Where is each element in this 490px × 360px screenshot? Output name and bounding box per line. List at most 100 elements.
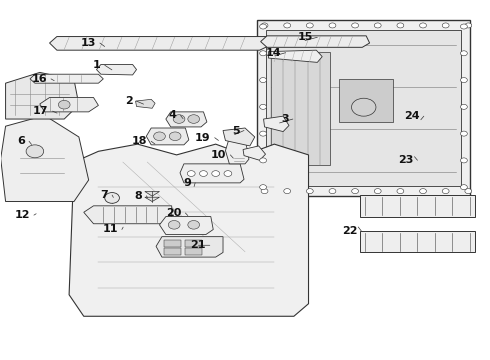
Circle shape xyxy=(261,23,268,28)
Polygon shape xyxy=(339,78,393,122)
Text: 6: 6 xyxy=(17,136,25,146)
Text: 12: 12 xyxy=(15,210,30,220)
Text: 5: 5 xyxy=(232,126,240,135)
Polygon shape xyxy=(156,237,223,257)
Circle shape xyxy=(306,23,313,28)
Polygon shape xyxy=(257,21,470,196)
Circle shape xyxy=(419,189,426,194)
Text: 13: 13 xyxy=(80,38,96,48)
Polygon shape xyxy=(136,99,155,108)
Circle shape xyxy=(169,132,181,140)
Circle shape xyxy=(105,193,120,203)
Text: 4: 4 xyxy=(169,111,176,121)
Circle shape xyxy=(461,51,467,56)
Circle shape xyxy=(260,158,267,163)
Polygon shape xyxy=(266,31,461,186)
Bar xyxy=(164,248,181,255)
Text: 7: 7 xyxy=(100,190,108,200)
Circle shape xyxy=(260,131,267,136)
Polygon shape xyxy=(145,197,159,202)
Polygon shape xyxy=(145,192,159,196)
Circle shape xyxy=(461,131,467,136)
Circle shape xyxy=(187,171,195,176)
Circle shape xyxy=(260,24,267,29)
Polygon shape xyxy=(166,112,207,127)
Polygon shape xyxy=(40,98,98,112)
Text: 20: 20 xyxy=(166,208,181,218)
Text: 1: 1 xyxy=(93,60,101,70)
Circle shape xyxy=(260,77,267,82)
Text: 17: 17 xyxy=(33,106,49,116)
Text: 8: 8 xyxy=(135,191,143,201)
Circle shape xyxy=(212,171,220,176)
Text: 22: 22 xyxy=(342,226,357,236)
Polygon shape xyxy=(243,146,266,160)
Polygon shape xyxy=(159,217,213,234)
Circle shape xyxy=(58,100,70,109)
Circle shape xyxy=(461,104,467,109)
Text: 9: 9 xyxy=(183,178,191,188)
Polygon shape xyxy=(264,116,289,132)
Polygon shape xyxy=(269,50,322,62)
Polygon shape xyxy=(0,116,89,202)
Circle shape xyxy=(329,23,336,28)
Text: 3: 3 xyxy=(281,114,289,124)
Polygon shape xyxy=(360,195,475,217)
Bar xyxy=(185,240,201,247)
Circle shape xyxy=(374,23,381,28)
Circle shape xyxy=(352,23,359,28)
Circle shape xyxy=(306,189,313,194)
Text: 19: 19 xyxy=(195,133,211,143)
Polygon shape xyxy=(84,206,172,224)
Circle shape xyxy=(465,23,472,28)
Circle shape xyxy=(461,24,467,29)
Text: 11: 11 xyxy=(102,225,118,234)
Polygon shape xyxy=(147,128,189,145)
Polygon shape xyxy=(49,37,270,50)
Polygon shape xyxy=(360,231,475,252)
Circle shape xyxy=(352,189,359,194)
Circle shape xyxy=(397,23,404,28)
Circle shape xyxy=(461,185,467,190)
Circle shape xyxy=(284,23,291,28)
Circle shape xyxy=(260,185,267,190)
Circle shape xyxy=(461,77,467,82)
Polygon shape xyxy=(271,52,330,165)
Text: 18: 18 xyxy=(132,136,147,146)
Circle shape xyxy=(465,189,472,194)
Text: 15: 15 xyxy=(298,32,314,42)
Text: 2: 2 xyxy=(125,96,133,106)
Circle shape xyxy=(419,23,426,28)
Text: 10: 10 xyxy=(211,150,226,160)
Circle shape xyxy=(351,98,376,116)
Text: 23: 23 xyxy=(398,155,414,165)
Polygon shape xyxy=(261,36,369,47)
Circle shape xyxy=(173,115,185,123)
Circle shape xyxy=(154,132,165,140)
Circle shape xyxy=(260,51,267,56)
Circle shape xyxy=(188,115,199,123)
Circle shape xyxy=(461,158,467,163)
Circle shape xyxy=(224,171,232,176)
Circle shape xyxy=(442,23,449,28)
Circle shape xyxy=(26,145,44,158)
Bar xyxy=(164,240,181,247)
Circle shape xyxy=(188,221,199,229)
Circle shape xyxy=(374,189,381,194)
Polygon shape xyxy=(223,128,255,146)
Polygon shape xyxy=(97,64,137,75)
Polygon shape xyxy=(180,164,244,183)
Text: 14: 14 xyxy=(266,48,282,58)
Polygon shape xyxy=(69,144,309,316)
Text: 24: 24 xyxy=(404,111,420,121)
Circle shape xyxy=(397,189,404,194)
Polygon shape xyxy=(225,138,249,164)
Circle shape xyxy=(260,104,267,109)
Text: 21: 21 xyxy=(191,240,206,250)
Polygon shape xyxy=(30,74,103,83)
Circle shape xyxy=(168,221,180,229)
Circle shape xyxy=(442,189,449,194)
Circle shape xyxy=(261,189,268,194)
Circle shape xyxy=(329,189,336,194)
Text: 16: 16 xyxy=(31,74,47,84)
